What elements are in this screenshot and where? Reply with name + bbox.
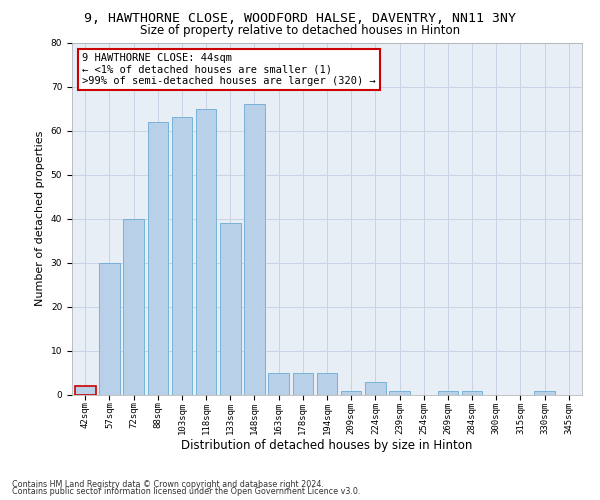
Bar [124, 219, 144, 395]
Text: Contains HM Land Registry data © Crown copyright and database right 2024.: Contains HM Land Registry data © Crown c… [12, 480, 324, 489]
Bar [196, 108, 217, 395]
Bar [99, 263, 120, 395]
Bar [172, 118, 192, 395]
Bar [244, 104, 265, 395]
Bar [293, 373, 313, 395]
Bar [341, 390, 361, 395]
Bar [148, 122, 168, 395]
Text: Contains public sector information licensed under the Open Government Licence v3: Contains public sector information licen… [12, 487, 361, 496]
Bar [534, 390, 555, 395]
Text: 9, HAWTHORNE CLOSE, WOODFORD HALSE, DAVENTRY, NN11 3NY: 9, HAWTHORNE CLOSE, WOODFORD HALSE, DAVE… [84, 12, 516, 26]
Bar [437, 390, 458, 395]
Bar [365, 382, 386, 395]
Bar [268, 373, 289, 395]
Y-axis label: Number of detached properties: Number of detached properties [35, 131, 45, 306]
X-axis label: Distribution of detached houses by size in Hinton: Distribution of detached houses by size … [181, 439, 473, 452]
Bar [220, 223, 241, 395]
Text: 9 HAWTHORNE CLOSE: 44sqm
← <1% of detached houses are smaller (1)
>99% of semi-d: 9 HAWTHORNE CLOSE: 44sqm ← <1% of detach… [82, 53, 376, 86]
Text: Size of property relative to detached houses in Hinton: Size of property relative to detached ho… [140, 24, 460, 37]
Bar [389, 390, 410, 395]
Bar [462, 390, 482, 395]
Bar [75, 386, 95, 395]
Bar [317, 373, 337, 395]
